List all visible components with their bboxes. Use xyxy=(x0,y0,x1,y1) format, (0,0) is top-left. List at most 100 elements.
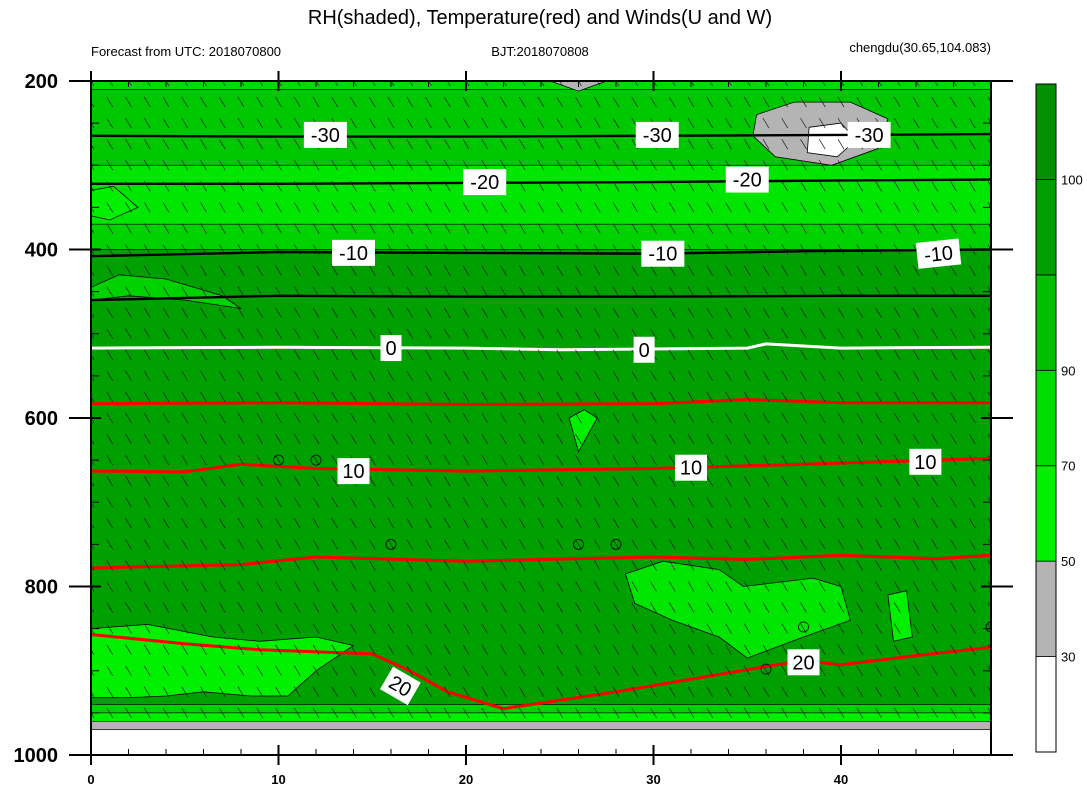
wind-barb xyxy=(725,602,732,613)
wind-barb xyxy=(256,370,264,382)
wind-barb xyxy=(931,349,939,360)
wind-barb xyxy=(631,96,639,108)
wind-barb xyxy=(856,286,864,297)
wind-barb xyxy=(650,623,657,634)
wind-barb xyxy=(350,286,357,297)
wind-barb xyxy=(912,623,920,634)
wind-barb xyxy=(256,286,264,297)
wind-barb xyxy=(443,539,451,550)
wind-barb xyxy=(725,370,732,382)
wind-barb xyxy=(537,560,545,571)
wind-barb xyxy=(668,265,676,276)
wind-barb xyxy=(500,244,507,255)
wind-barb xyxy=(950,181,957,192)
wind-barb xyxy=(462,286,470,297)
wind-barb xyxy=(162,539,170,550)
wind-barb xyxy=(818,497,826,508)
wind-barb xyxy=(518,265,526,276)
wind-barb xyxy=(687,644,695,655)
wind-barb xyxy=(200,476,207,487)
wind-barb xyxy=(518,518,526,529)
wind-barb xyxy=(237,581,245,592)
wind-barb xyxy=(91,712,95,719)
contour-label-box xyxy=(463,169,507,196)
wind-barb xyxy=(668,665,676,676)
wind-barb xyxy=(912,602,920,613)
wind-barb xyxy=(256,96,264,108)
wind-barb xyxy=(275,223,282,234)
wind-barb xyxy=(162,265,170,276)
wind-barb xyxy=(275,391,282,403)
wind-barb xyxy=(293,160,301,171)
wind-barb xyxy=(893,202,901,213)
wind-barb xyxy=(818,560,826,571)
wind-barb xyxy=(500,391,507,403)
wind-barb xyxy=(387,476,395,487)
wind-barb xyxy=(706,539,714,550)
wind-barb xyxy=(368,686,376,697)
wind-barb xyxy=(500,623,507,634)
wind-barb xyxy=(912,644,920,655)
rh-band xyxy=(91,712,991,722)
wind-barb xyxy=(575,581,582,592)
temperature-contour xyxy=(91,553,991,570)
wind-barb xyxy=(331,412,339,424)
wind-barb xyxy=(762,286,770,297)
contour-label-box xyxy=(641,240,685,267)
wind-barb xyxy=(425,686,432,697)
wind-barb xyxy=(387,518,395,529)
wind-barb xyxy=(556,286,564,297)
wind-barb xyxy=(743,117,751,129)
wind-barb xyxy=(912,307,920,318)
wind-barb xyxy=(125,497,132,508)
wind-barb xyxy=(275,96,282,108)
wind-barb xyxy=(481,223,489,234)
wind-barb xyxy=(406,223,414,234)
wind-barb xyxy=(91,269,95,276)
wind-barb xyxy=(218,139,226,150)
wind-barb xyxy=(406,602,414,613)
wind-barb xyxy=(856,370,864,382)
wind-barb xyxy=(162,244,170,255)
wind-barb xyxy=(631,581,639,592)
wind-barb xyxy=(875,244,882,255)
wind-barb xyxy=(875,602,882,613)
wind-barb xyxy=(162,497,170,508)
wind-barb xyxy=(728,81,732,87)
wind-barb xyxy=(237,623,245,634)
wind-barb xyxy=(106,181,114,192)
wind-barb xyxy=(612,202,620,213)
wind-barb xyxy=(331,644,339,655)
wind-barb xyxy=(162,581,170,592)
wind-barb xyxy=(725,96,732,108)
wind-barb xyxy=(406,391,414,403)
wind-barb xyxy=(443,139,451,150)
wind-barb xyxy=(312,202,320,213)
wind-barb xyxy=(218,349,226,360)
wind-barb xyxy=(556,391,564,403)
wind-barb xyxy=(312,286,320,297)
wind-barb xyxy=(650,412,657,424)
wind-barb xyxy=(125,349,132,360)
wind-barb xyxy=(631,307,639,318)
wind-barb xyxy=(275,602,282,613)
wind-barb xyxy=(612,265,620,276)
wind-barb xyxy=(181,244,189,255)
wind-barb xyxy=(106,391,114,403)
wind-barb xyxy=(668,686,676,697)
colorbar-segment xyxy=(1035,656,1057,753)
wind-barb xyxy=(162,518,170,529)
wind-barb xyxy=(181,349,189,360)
wind-barb xyxy=(518,454,526,466)
wind-barb xyxy=(443,286,451,297)
wind-barb xyxy=(800,497,807,508)
wind-barb xyxy=(612,307,620,318)
wind-barb xyxy=(912,349,920,360)
wind-barb xyxy=(162,623,170,634)
wind-barb xyxy=(462,307,470,318)
wind-barb xyxy=(200,539,207,550)
x-tick-label: 40 xyxy=(834,772,848,787)
wind-barb xyxy=(875,181,882,192)
wind-barb xyxy=(125,265,132,276)
wind-barb xyxy=(781,370,789,382)
